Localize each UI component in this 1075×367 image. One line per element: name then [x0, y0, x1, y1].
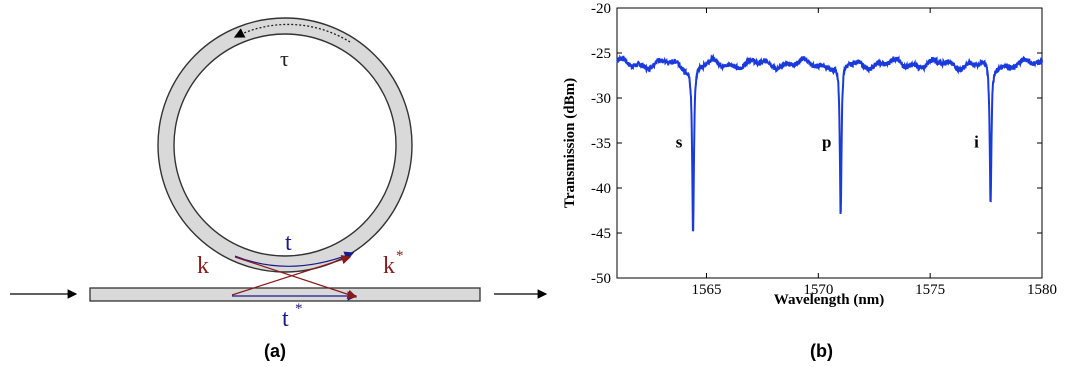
y-tick-label: -40	[591, 181, 611, 197]
k-star-superscript: *	[396, 248, 404, 264]
ring-inner	[173, 33, 397, 257]
x-tick-label: 1580	[1027, 282, 1057, 298]
k-label: k	[197, 253, 209, 279]
y-tick-label: -20	[591, 1, 611, 17]
caption-b: (b)	[810, 341, 833, 361]
y-tick-label: -30	[591, 91, 611, 107]
transmission-line	[616, 53, 1043, 232]
tau-circulation-arrow	[233, 23, 351, 43]
panel-b: -20 -25 -30 -35 -40 -45 -50 1565 1570 1575 1580 s…	[562, 1, 1057, 361]
y-tick-label: -25	[591, 46, 611, 62]
y-tick-label: -45	[591, 226, 611, 242]
t-label: t	[285, 230, 292, 256]
t-arrow	[234, 251, 355, 267]
bus-waveguide	[89, 287, 481, 302]
panel-a: τ t t * k k * (a)	[10, 17, 548, 361]
resonance-label-s: s	[676, 133, 683, 152]
x-tick-label: 1575	[915, 282, 945, 298]
resonance-label-i: i	[974, 133, 979, 152]
y-tick-label: -35	[591, 136, 611, 152]
x-axis-ticks: 1565 1570 1575 1580	[691, 8, 1057, 298]
y-axis-ticks: -20 -25 -30 -35 -40 -45 -50	[591, 1, 1042, 287]
resonance-label-p: p	[822, 133, 831, 152]
y-axis-label: Transmission (dBm)	[562, 78, 578, 208]
t-star-label: t	[282, 306, 289, 332]
caption-a: (a)	[264, 341, 286, 361]
tau-label: τ	[280, 46, 289, 71]
k-star-arrow	[234, 256, 358, 299]
y-tick-label: -50	[591, 271, 611, 287]
k-star-label: k	[383, 253, 395, 279]
x-tick-label: 1570	[803, 282, 833, 298]
t-star-superscript: *	[295, 301, 303, 317]
x-axis-label: Wavelength (nm)	[774, 292, 884, 308]
x-tick-label: 1565	[691, 282, 721, 298]
